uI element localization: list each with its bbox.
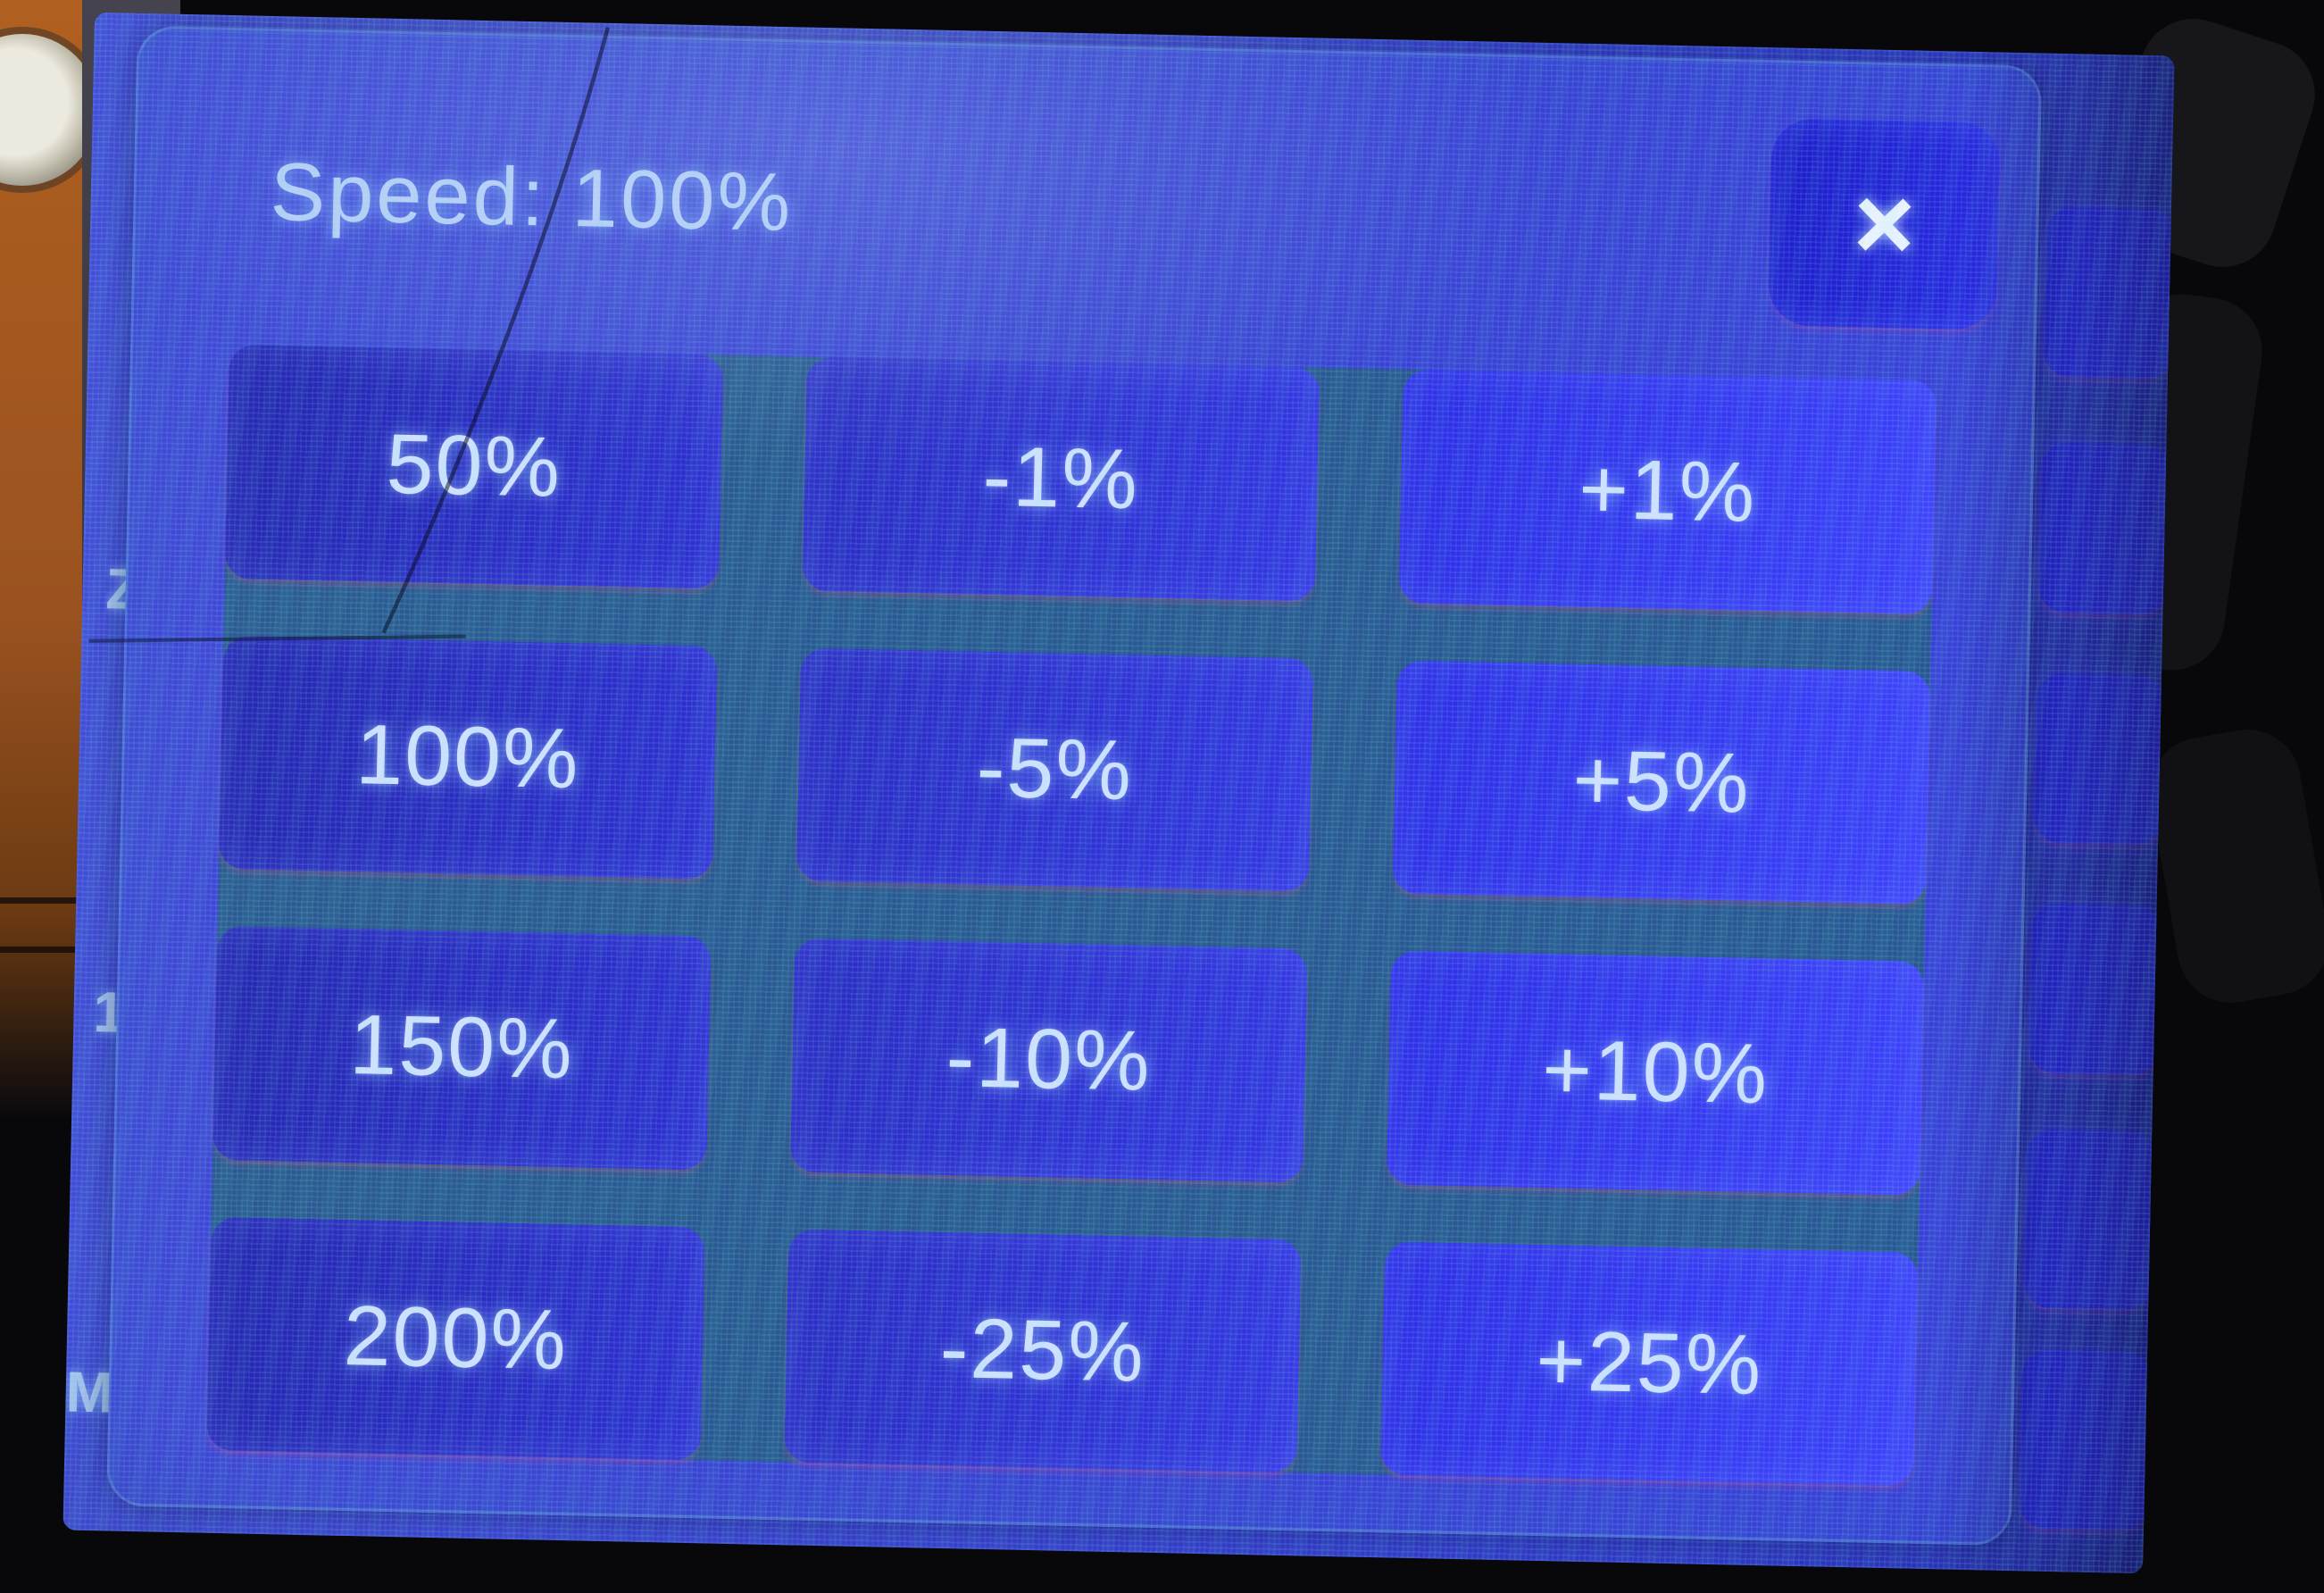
speed-button-minus-1[interactable]: -1% [802,356,1320,602]
touchscreen: Z 10 M Speed: 100% × 50% -1% +1% 100% -5… [62,12,2175,1574]
speed-button-plus-25[interactable]: +25% [1380,1240,1919,1486]
background-tab [2023,1129,2157,1311]
speed-button-plus-10[interactable]: +10% [1387,950,1925,1196]
speed-button-100[interactable]: 100% [219,635,717,880]
speed-button-200[interactable]: 200% [206,1216,705,1461]
background-tab [2033,672,2167,846]
dialog-title: Speed: 100% [269,146,795,249]
close-button[interactable]: × [1768,118,2001,330]
speed-button-minus-5[interactable]: -5% [795,647,1314,892]
frame-line [0,947,89,953]
speed-button-150[interactable]: 150% [212,925,712,1170]
speed-button-grid: 50% -1% +1% 100% -5% +5% 150% -10% +10% … [206,345,1937,1486]
speed-button-minus-10[interactable]: -10% [789,938,1308,1182]
speed-button-minus-25[interactable]: -25% [783,1228,1302,1473]
speed-button-plus-5[interactable]: +5% [1392,660,1931,905]
frame-line [0,897,89,904]
speed-button-50[interactable]: 50% [224,345,723,589]
background-tab [2028,903,2162,1076]
background-tab [2037,442,2171,615]
reflection-blob [2141,721,2324,1012]
speed-button-plus-1[interactable]: +1% [1398,369,1937,614]
background-tab [2018,1349,2153,1531]
speed-dialog: Speed: 100% × 50% -1% +1% 100% -5% +5% 1… [106,25,2043,1547]
background-tab [2042,206,2175,379]
